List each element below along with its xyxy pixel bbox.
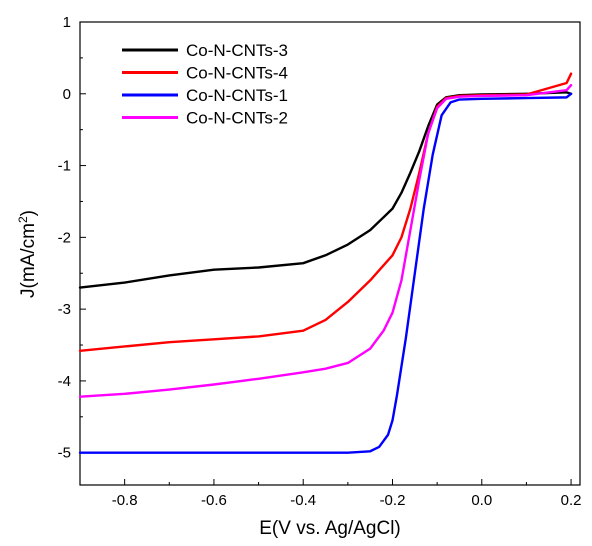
series-line-1 (78, 91, 573, 289)
x-tick-label: -0.6 (201, 492, 227, 509)
legend-label: Co-N-CNTs-2 (186, 109, 288, 128)
x-tick-label: -0.4 (290, 492, 316, 509)
legend-label: Co-N-CNTs-3 (186, 41, 288, 60)
y-tick-label: 0 (63, 86, 71, 103)
y-axis-title-main: J(mA/cm (18, 223, 39, 298)
y-axis-title: J(mA/cm2) (16, 210, 39, 298)
series-line-2 (78, 72, 573, 352)
y-axis-title-suffix: ) (18, 210, 39, 216)
legend: Co-N-CNTs-3 Co-N-CNTs-4 Co-N-CNTs-1 Co-N-CN… (122, 41, 288, 128)
legend-label: Co-N-CNTs-4 (186, 64, 288, 83)
series-layer (78, 72, 573, 454)
y-tick-label: 1 (63, 14, 71, 31)
y-tick-label: -3 (58, 301, 71, 318)
x-axis-title: E(V vs. Ag/AgCl) (259, 518, 401, 539)
plot-frame (79, 21, 581, 486)
x-axis-ticks: -0.8 -0.6 -0.4 -0.2 0.0 0.2 (79, 479, 582, 509)
series-line-3 (78, 92, 573, 454)
y-tick-label: -1 (58, 158, 71, 175)
y-tick-label: -4 (58, 373, 71, 390)
y-tick-label: -5 (58, 445, 71, 462)
x-tick-label: 0.0 (471, 492, 492, 509)
y-tick-label: -2 (58, 229, 71, 246)
x-tick-label: -0.2 (380, 492, 406, 509)
y-axis-title-superscript: 2 (16, 216, 30, 223)
series-line-4 (78, 83, 573, 398)
legend-label: Co-N-CNTs-1 (186, 86, 288, 105)
x-tick-label: -0.8 (112, 492, 138, 509)
y-axis-ticks: 1 0 -1 -2 -3 -4 -5 (58, 14, 86, 462)
x-tick-label: 0.2 (561, 492, 582, 509)
